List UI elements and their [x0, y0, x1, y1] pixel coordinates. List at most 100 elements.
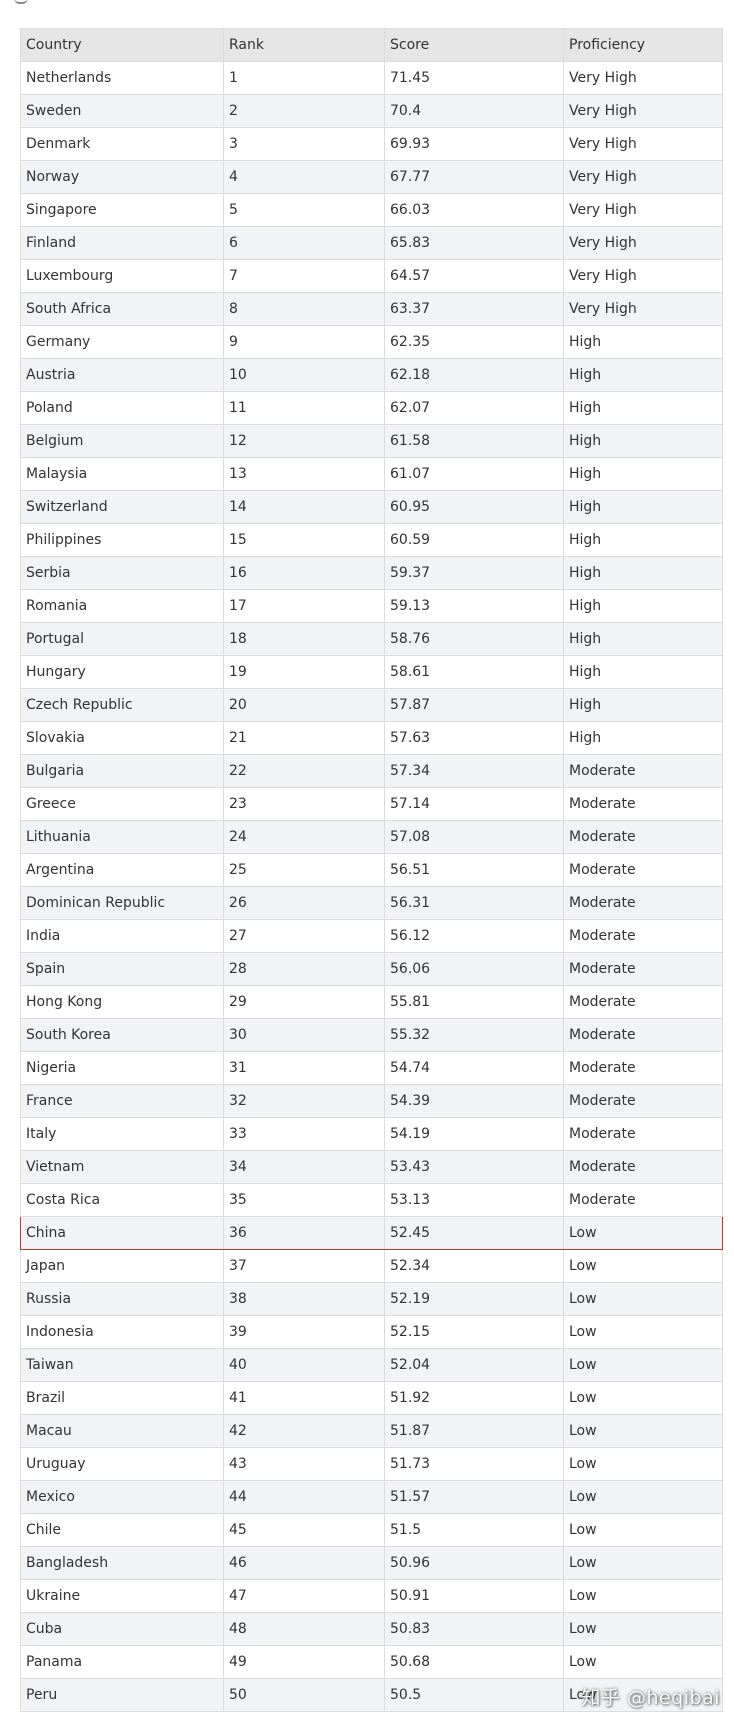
cell-rank: 27: [223, 919, 385, 953]
cell-proficiency: High: [563, 721, 723, 755]
table-row: Hong Kong 29 55.81 Moderate: [20, 985, 723, 1019]
cell-proficiency: Moderate: [563, 886, 723, 920]
cell-rank: 3: [223, 127, 385, 161]
table-row: Vietnam 34 53.43 Moderate: [20, 1150, 723, 1184]
cell-rank: 30: [223, 1018, 385, 1052]
table-row: Austria 10 62.18 High: [20, 358, 723, 392]
table-row: Luxembourg 7 64.57 Very High: [20, 259, 723, 293]
cell-rank: 49: [223, 1645, 385, 1679]
cell-country: Serbia: [20, 556, 224, 590]
cell-proficiency: Moderate: [563, 919, 723, 953]
cell-country: Netherlands: [20, 61, 224, 95]
cell-proficiency: Very High: [563, 292, 723, 326]
header-country: Country: [20, 28, 224, 62]
cell-country: Norway: [20, 160, 224, 194]
cell-rank: 37: [223, 1249, 385, 1283]
cell-rank: 1: [223, 61, 385, 95]
cell-rank: 42: [223, 1414, 385, 1448]
cell-rank: 18: [223, 622, 385, 656]
cell-rank: 13: [223, 457, 385, 491]
cell-country: Finland: [20, 226, 224, 260]
cell-proficiency: Moderate: [563, 985, 723, 1019]
cell-country: India: [20, 919, 224, 953]
cell-country: Peru: [20, 1678, 224, 1712]
cell-score: 54.74: [384, 1051, 564, 1085]
cell-rank: 5: [223, 193, 385, 227]
table-row: Russia 38 52.19 Low: [20, 1282, 723, 1316]
cell-rank: 28: [223, 952, 385, 986]
cell-score: 53.13: [384, 1183, 564, 1217]
cell-rank: 34: [223, 1150, 385, 1184]
table-row: Bangladesh 46 50.96 Low: [20, 1546, 723, 1580]
table-row: Panama 49 50.68 Low: [20, 1645, 723, 1679]
table-row: Costa Rica 35 53.13 Moderate: [20, 1183, 723, 1217]
cell-country: Lithuania: [20, 820, 224, 854]
cell-score: 56.31: [384, 886, 564, 920]
cell-rank: 48: [223, 1612, 385, 1646]
table-row: Uruguay 43 51.73 Low: [20, 1447, 723, 1481]
cell-score: 50.91: [384, 1579, 564, 1613]
cell-country: Ukraine: [20, 1579, 224, 1613]
cell-score: 57.08: [384, 820, 564, 854]
cell-score: 51.57: [384, 1480, 564, 1514]
table-row: Argentina 25 56.51 Moderate: [20, 853, 723, 887]
cell-rank: 38: [223, 1282, 385, 1316]
cell-score: 67.77: [384, 160, 564, 194]
table-row: Germany 9 62.35 High: [20, 325, 723, 359]
table-header-row: Country Rank Score Proficiency: [20, 28, 723, 62]
watermark: 知乎 @heqibai: [581, 1687, 720, 1709]
cell-proficiency: High: [563, 325, 723, 359]
table-row: Mexico 44 51.57 Low: [20, 1480, 723, 1514]
cell-country: Bangladesh: [20, 1546, 224, 1580]
cell-score: 59.37: [384, 556, 564, 590]
cell-score: 51.92: [384, 1381, 564, 1415]
cell-rank: 31: [223, 1051, 385, 1085]
cell-proficiency: Very High: [563, 259, 723, 293]
cell-country: Philippines: [20, 523, 224, 557]
table-row: Nigeria 31 54.74 Moderate: [20, 1051, 723, 1085]
cell-rank: 33: [223, 1117, 385, 1151]
table-row: Brazil 41 51.92 Low: [20, 1381, 723, 1415]
cell-country: Macau: [20, 1414, 224, 1448]
cell-country: South Korea: [20, 1018, 224, 1052]
cell-score: 57.87: [384, 688, 564, 722]
table-row: Spain 28 56.06 Moderate: [20, 952, 723, 986]
cell-country: Russia: [20, 1282, 224, 1316]
cell-rank: 4: [223, 160, 385, 194]
table-row-highlighted: China 36 52.45 Low: [20, 1216, 723, 1250]
cell-proficiency: Very High: [563, 160, 723, 194]
cell-score: 51.73: [384, 1447, 564, 1481]
cell-rank: 35: [223, 1183, 385, 1217]
cell-proficiency: Low: [563, 1678, 723, 1712]
cell-proficiency: High: [563, 556, 723, 590]
cell-proficiency: High: [563, 589, 723, 623]
cell-score: 61.58: [384, 424, 564, 458]
cell-rank: 23: [223, 787, 385, 821]
cell-score: 56.51: [384, 853, 564, 887]
cell-rank: 39: [223, 1315, 385, 1349]
table-row: Philippines 15 60.59 High: [20, 523, 723, 557]
cell-score: 57.34: [384, 754, 564, 788]
cell-rank: 24: [223, 820, 385, 854]
cell-rank: 25: [223, 853, 385, 887]
table-row: Denmark 3 69.93 Very High: [20, 127, 723, 161]
cell-country: Romania: [20, 589, 224, 623]
table-row: Chile 45 51.5 Low: [20, 1513, 723, 1547]
cell-rank: 15: [223, 523, 385, 557]
cell-rank: 46: [223, 1546, 385, 1580]
table-row: Greece 23 57.14 Moderate: [20, 787, 723, 821]
cropped-text-fragment: [14, 0, 28, 4]
cell-score: 52.15: [384, 1315, 564, 1349]
cell-score: 52.34: [384, 1249, 564, 1283]
cell-score: 60.95: [384, 490, 564, 524]
cell-proficiency: Low: [563, 1315, 723, 1349]
cell-country: Malaysia: [20, 457, 224, 491]
cell-country: Italy: [20, 1117, 224, 1151]
cell-rank: 44: [223, 1480, 385, 1514]
cell-proficiency: High: [563, 358, 723, 392]
cell-rank: 47: [223, 1579, 385, 1613]
cell-score: 55.32: [384, 1018, 564, 1052]
cell-score: 54.39: [384, 1084, 564, 1118]
table-row: Portugal 18 58.76 High: [20, 622, 723, 656]
cell-country: Argentina: [20, 853, 224, 887]
